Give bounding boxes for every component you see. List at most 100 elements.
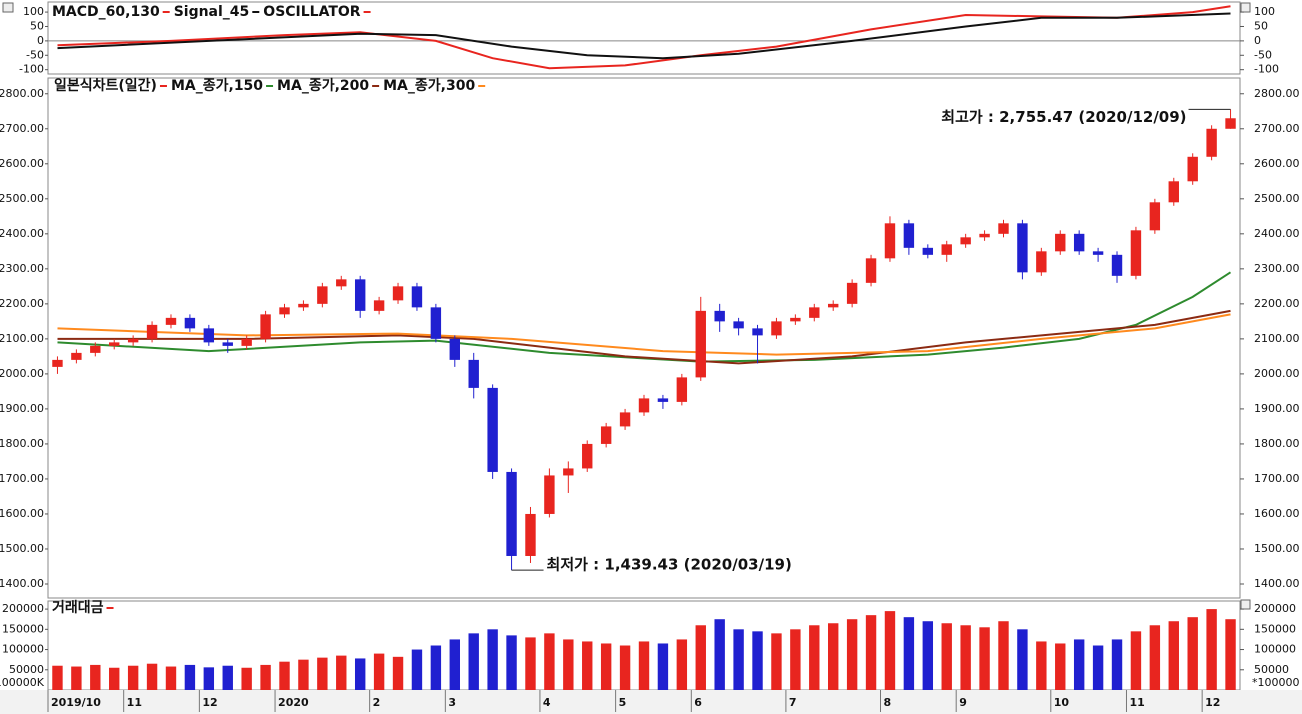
moving-average bbox=[57, 313, 1231, 356]
volume-bar bbox=[657, 643, 669, 690]
volume-bar bbox=[52, 665, 63, 690]
y-tick-label-right: 2400.00 bbox=[1254, 227, 1300, 240]
y-tick-label-right: 100 bbox=[1254, 5, 1275, 18]
candle-body bbox=[373, 300, 385, 311]
candle-body bbox=[1168, 181, 1179, 203]
candle-body bbox=[430, 307, 442, 339]
candle-body bbox=[279, 307, 290, 315]
volume-bar bbox=[884, 611, 896, 690]
candle-body bbox=[203, 328, 215, 343]
volume-bar bbox=[846, 619, 858, 690]
volume-bar bbox=[1036, 641, 1047, 690]
y-tick-label: -50 bbox=[26, 48, 44, 61]
candle-body bbox=[563, 468, 574, 476]
candle-body bbox=[1149, 202, 1161, 231]
legend-label: 일본식차트(일간) bbox=[54, 77, 157, 94]
volume-bar bbox=[449, 639, 460, 690]
x-tick-label: 12 bbox=[1205, 696, 1220, 709]
candle-body bbox=[809, 307, 820, 318]
candle-body bbox=[1130, 230, 1142, 276]
volume-bar bbox=[865, 615, 877, 690]
candle-body bbox=[619, 412, 631, 427]
y-tick-label: 2800.00 bbox=[0, 87, 44, 100]
panel-button[interactable] bbox=[1240, 599, 1251, 610]
volume-bar bbox=[241, 667, 252, 690]
candle-body bbox=[752, 328, 763, 336]
candle-body bbox=[695, 310, 706, 378]
x-tick-label: 5 bbox=[619, 696, 627, 709]
y-tick-label-right: 1800.00 bbox=[1254, 437, 1300, 450]
y-tick-label-right: 1700.00 bbox=[1254, 472, 1300, 485]
candle-body bbox=[71, 352, 82, 360]
volume-bar bbox=[392, 656, 404, 690]
y-tick-label: 1600.00 bbox=[0, 507, 44, 520]
y-tick-label-right: 0 bbox=[1254, 34, 1261, 47]
candle-body bbox=[922, 247, 934, 255]
volume-bar bbox=[146, 663, 158, 690]
candle-body bbox=[600, 426, 612, 444]
volume-bar bbox=[676, 639, 688, 690]
volume-bar bbox=[90, 664, 101, 690]
candle-body bbox=[1225, 118, 1236, 129]
candle-body bbox=[260, 314, 271, 339]
volume-bar bbox=[487, 629, 498, 690]
volume-bar bbox=[222, 665, 233, 690]
candle-body bbox=[1111, 254, 1123, 276]
y-tick-label: 1700.00 bbox=[0, 472, 44, 485]
volume-bar bbox=[809, 625, 820, 690]
x-tick-label: 8 bbox=[884, 696, 892, 709]
volume-bar bbox=[563, 639, 574, 690]
y-tick-label-right: 2100.00 bbox=[1254, 332, 1300, 345]
candle-body bbox=[1073, 233, 1085, 252]
y-tick-label-right: 2600.00 bbox=[1254, 157, 1300, 170]
y-tick-label-right: 2800.00 bbox=[1254, 87, 1300, 100]
x-tick-label: 6 bbox=[694, 696, 702, 709]
candle-body bbox=[846, 282, 858, 304]
candle-body bbox=[582, 443, 593, 469]
x-tick-label: 2019/10 bbox=[51, 696, 101, 709]
y-tick-label: 2100.00 bbox=[0, 332, 44, 345]
panel-button[interactable] bbox=[1240, 2, 1251, 13]
y-tick-label-right: 50000 bbox=[1254, 663, 1289, 676]
legend-label: Signal_45 bbox=[174, 4, 250, 20]
volume-bar bbox=[1017, 629, 1028, 690]
x-tick-label: 2 bbox=[373, 696, 381, 709]
panel-button[interactable] bbox=[2, 2, 14, 13]
x-tick-label: 9 bbox=[959, 696, 967, 709]
y-tick-label: 1500.00 bbox=[0, 542, 44, 555]
macd-line bbox=[57, 12, 1231, 60]
y-tick-label: 100 bbox=[23, 5, 44, 18]
y-tick-label: 2600.00 bbox=[0, 157, 44, 170]
y-tick-label-right: 100000 bbox=[1254, 643, 1296, 656]
y-tick-label: 100000 bbox=[2, 643, 44, 656]
volume-bar bbox=[922, 621, 934, 690]
volume-bar bbox=[638, 641, 650, 690]
legend-label: MA_종가,200 bbox=[277, 78, 369, 94]
candle-body bbox=[468, 359, 479, 388]
y-tick-label: 2000.00 bbox=[0, 367, 44, 380]
candle-body bbox=[52, 359, 63, 367]
volume-bar bbox=[506, 635, 517, 690]
legend-label: OSCILLATOR bbox=[263, 4, 361, 20]
y-tick-label-right: 2700.00 bbox=[1254, 122, 1300, 135]
volume-bar bbox=[771, 633, 782, 690]
volume-bar bbox=[373, 653, 385, 690]
candle-body bbox=[109, 342, 120, 346]
x-tick-label: 4 bbox=[543, 696, 551, 709]
y-tick-label-right: 2000.00 bbox=[1254, 367, 1300, 380]
candle-body bbox=[979, 233, 990, 238]
annotation: 최고가 : 2,755.47 (2020/12/09) bbox=[941, 108, 1186, 126]
price-panel bbox=[47, 77, 1241, 599]
volume-bar bbox=[1092, 645, 1104, 690]
volume-bar bbox=[903, 617, 915, 690]
volume-bar bbox=[354, 658, 366, 690]
candle-body bbox=[127, 338, 139, 343]
x-tick-label: 3 bbox=[448, 696, 456, 709]
volume-bar bbox=[165, 666, 177, 690]
volume-bar bbox=[184, 664, 196, 690]
annotation: 최저가 : 1,439.43 (2020/03/19) bbox=[547, 556, 792, 574]
volume-bar bbox=[752, 631, 763, 690]
moving-average bbox=[57, 271, 1232, 363]
volume-bar bbox=[733, 629, 744, 690]
